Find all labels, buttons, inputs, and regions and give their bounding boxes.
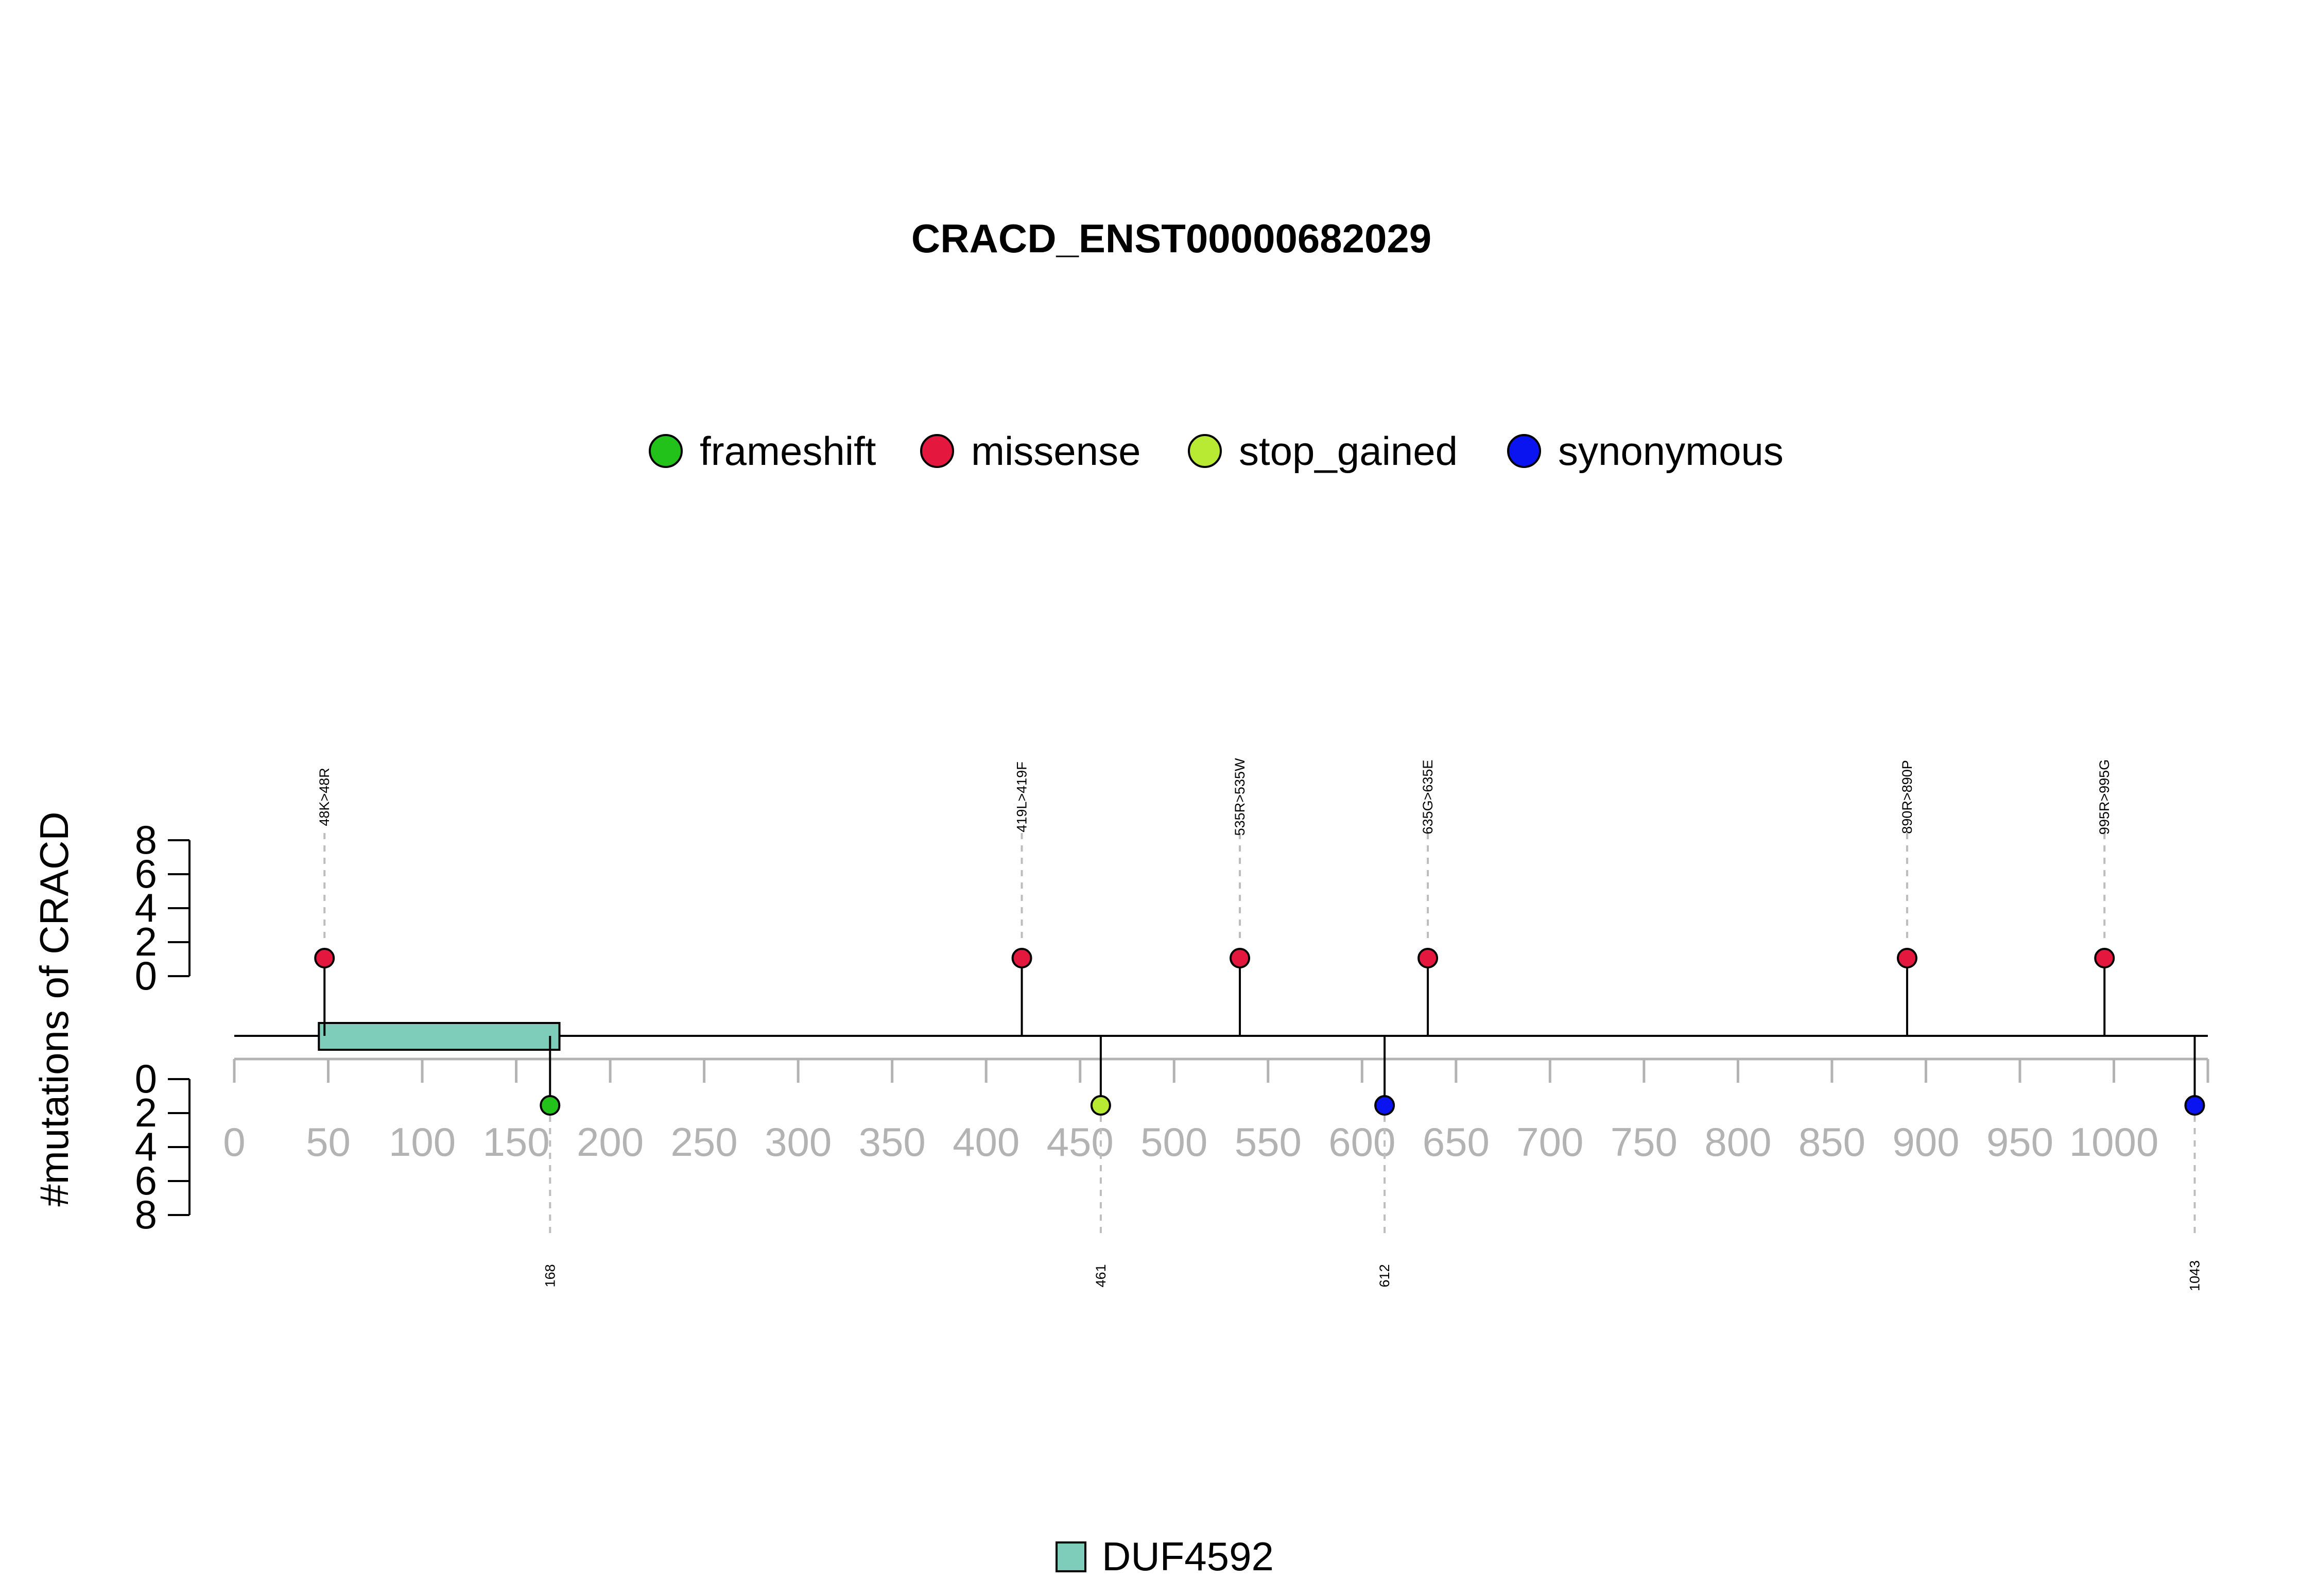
legend-label-synonymous: synonymous xyxy=(1558,428,1784,474)
mutations-below: 168 461 612 1043 xyxy=(540,1036,2205,1291)
mutation-point-461 xyxy=(1090,1095,1111,1116)
mutation-label-635: 635G>635E xyxy=(1420,760,1436,835)
y-upper-tick-label-8: 8 xyxy=(135,817,157,862)
legend-label-frameshift: frameshift xyxy=(700,428,876,474)
legend-label-stop_gained: stop_gained xyxy=(1239,428,1458,474)
x-tick-label-200: 200 xyxy=(577,1119,644,1165)
mutation-point-612 xyxy=(1374,1095,1395,1116)
x-tick-label-250: 250 xyxy=(671,1119,738,1165)
mutation-label-612: 612 xyxy=(1377,1264,1392,1287)
x-tick-label-850: 850 xyxy=(1799,1119,1865,1165)
chart-title: CRACD_ENST00000682029 xyxy=(911,216,1431,261)
legend-top: frameshift missense stop_gained synonymous xyxy=(649,428,1784,474)
y-lower-tick-label-4: 4 xyxy=(135,1124,157,1169)
x-tick-label-450: 450 xyxy=(1047,1119,1114,1165)
x-tick-label-800: 800 xyxy=(1704,1119,1771,1165)
mutation-label-168: 168 xyxy=(542,1264,558,1287)
legend-marker-synonymous xyxy=(1507,434,1541,468)
y-axis-label: #mutations of CRACD xyxy=(31,811,77,1206)
y-lower-tick-label-6: 6 xyxy=(135,1158,157,1203)
mutation-label-461: 461 xyxy=(1093,1264,1109,1287)
y-lower-tick-label-0: 0 xyxy=(135,1056,157,1101)
x-tick-label-950: 950 xyxy=(1986,1119,2053,1165)
legend-domains: DUF4592 xyxy=(1056,1534,1274,1579)
x-tick-label-400: 400 xyxy=(953,1119,1019,1165)
x-tick-label-150: 150 xyxy=(483,1119,550,1165)
mutation-point-890 xyxy=(1896,948,1917,968)
mutation-label-1043: 1043 xyxy=(2187,1260,2202,1291)
legend-label-missense: missense xyxy=(971,428,1140,474)
legend-domain-swatch-DUF4592 xyxy=(1056,1541,1086,1572)
x-tick-label-550: 550 xyxy=(1235,1119,1302,1165)
y-lower-tick-label-8: 8 xyxy=(135,1192,157,1237)
x-tick-label-100: 100 xyxy=(389,1119,456,1165)
domain-layer xyxy=(318,1022,561,1051)
y-upper-tick-label-2: 2 xyxy=(135,919,157,964)
x-tick-label-750: 750 xyxy=(1611,1119,1678,1165)
mutation-point-995 xyxy=(2094,948,2115,968)
x-tick-label-0: 0 xyxy=(223,1119,245,1165)
x-tick-label-650: 650 xyxy=(1423,1119,1490,1165)
legend-marker-frameshift xyxy=(649,434,683,468)
domain-DUF4592 xyxy=(318,1022,561,1051)
mutation-point-635 xyxy=(1417,948,1439,968)
y-upper-tick-label-6: 6 xyxy=(135,851,157,896)
mutation-point-1043 xyxy=(2184,1095,2205,1116)
mutation-label-535: 535R>535W xyxy=(1232,758,1248,836)
mutation-label-995: 995R>995G xyxy=(2097,759,2112,835)
x-tick-label-350: 350 xyxy=(859,1119,926,1165)
legend-marker-missense xyxy=(920,434,954,468)
y-upper-tick-label-4: 4 xyxy=(135,885,157,930)
x-tick-label-50: 50 xyxy=(306,1119,351,1165)
mutation-point-535 xyxy=(1230,948,1251,968)
x-tick-label-300: 300 xyxy=(765,1119,832,1165)
y-upper-tick-label-0: 0 xyxy=(135,953,157,998)
x-axis: 0 50 100 150 200 250 300 350 400 450 500 550 600 650 7… xyxy=(223,1057,2209,1165)
x-tick-label-700: 700 xyxy=(1516,1119,1583,1165)
x-tick-label-900: 900 xyxy=(1892,1119,1959,1165)
x-tick-label-1000: 1000 xyxy=(2069,1119,2159,1165)
legend-marker-stop_gained xyxy=(1188,434,1222,468)
legend-domain-label-DUF4592: DUF4592 xyxy=(1102,1534,1274,1579)
x-tick-label-500: 500 xyxy=(1140,1119,1207,1165)
mutation-label-890: 890R>890P xyxy=(1899,760,1915,834)
mutations-above: 48K>48R 419L>419F 535R>535W 635G>635E 890R>8… xyxy=(314,758,2115,1036)
mutation-point-168 xyxy=(540,1095,561,1116)
mutation-label-419: 419L>419F xyxy=(1014,761,1030,832)
mutation-point-419 xyxy=(1011,948,1032,968)
mutation-label-48: 48K>48R xyxy=(317,768,332,826)
y-lower-tick-label-2: 2 xyxy=(135,1090,157,1135)
mutation-point-48 xyxy=(314,948,335,968)
